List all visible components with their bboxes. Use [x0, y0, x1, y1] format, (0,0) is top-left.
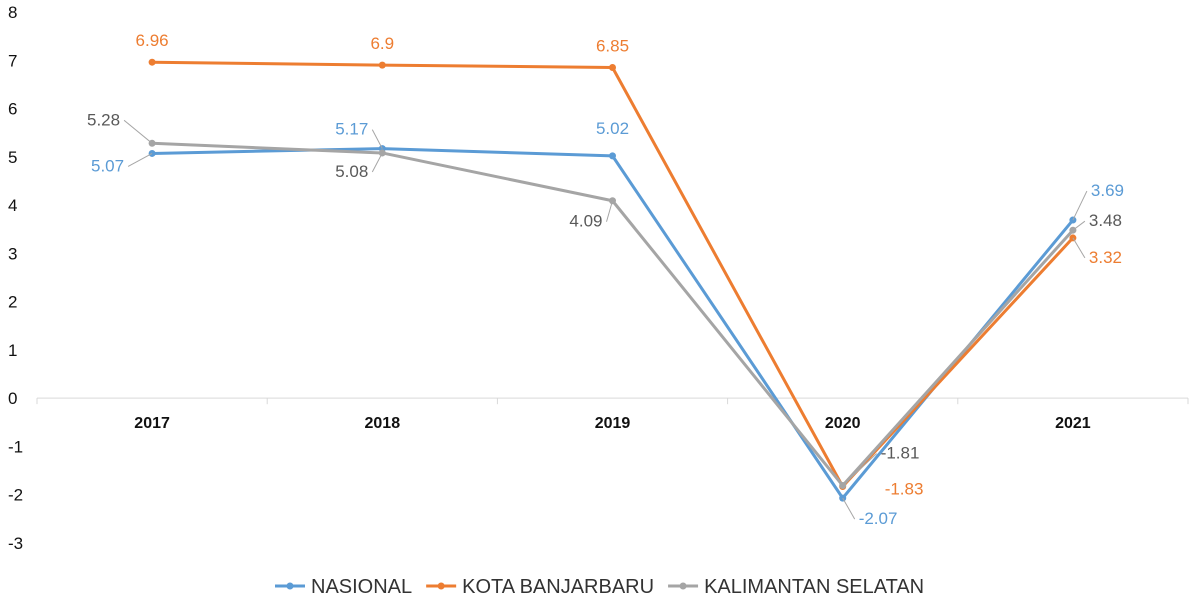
y-tick-label: 5 [8, 148, 17, 167]
axis-layer: 8 7 6 5 4 3 2 1 0 -1 -2 -3 2017 2018 2019 2020 2021 [8, 3, 1189, 553]
data-point [609, 64, 616, 72]
y-tick-label: -3 [8, 534, 23, 553]
y-tick-label: 6 [8, 100, 17, 119]
data-label: 3.32 [1089, 248, 1122, 267]
legend-label: KOTA BANJARBARU [462, 576, 654, 598]
legend-swatch-marker [437, 582, 445, 590]
legend-item: KALIMANTAN SELATAN [668, 576, 924, 598]
x-tick-label: 2018 [365, 415, 401, 432]
legend-swatch-marker [679, 582, 687, 590]
y-tick-label: 8 [8, 3, 17, 22]
leader-line [1072, 237, 1086, 259]
data-label: 6.96 [136, 31, 169, 50]
y-tick-label: 7 [8, 51, 17, 70]
data-label: 5.17 [335, 120, 368, 139]
y-tick-label: 2 [8, 293, 17, 312]
x-tick-label: 2019 [595, 415, 631, 432]
data-label: -1.81 [881, 444, 920, 463]
y-tick-label: -1 [8, 437, 23, 456]
leader-line [1072, 220, 1086, 231]
label-layer: 5.07 5.17 5.02 -2.07 3.69 6.96 6.9 6.85 -1.83 3.3… [87, 31, 1124, 528]
y-tick-label: -2 [8, 486, 23, 505]
leader-line [842, 497, 856, 520]
legend-item: NASIONAL [275, 576, 412, 598]
leader-line [842, 453, 878, 486]
leader-line [1072, 190, 1088, 221]
data-label: 6.9 [370, 34, 394, 53]
data-label: 4.09 [569, 212, 602, 231]
data-label: 5.07 [91, 156, 124, 175]
data-label: 3.69 [1091, 181, 1124, 200]
legend-label: NASIONAL [311, 576, 412, 598]
y-tick-label: 3 [8, 244, 17, 263]
series-line-kalimantan-selatan [152, 141, 1075, 488]
legend: NASIONAL KOTA BANJARBARU KALIMANTAN SELATA… [275, 576, 924, 598]
x-tick-label: 2020 [825, 415, 861, 432]
data-point [378, 61, 386, 69]
data-label: 6.85 [596, 37, 629, 56]
data-label: 3.48 [1089, 211, 1122, 230]
legend-label: KALIMANTAN SELATAN [704, 576, 924, 598]
data-label: 5.08 [335, 162, 368, 181]
data-label: 5.02 [596, 119, 629, 138]
leader-line [606, 200, 613, 222]
data-label: 5.28 [87, 110, 120, 129]
y-tick-label: 4 [8, 196, 17, 215]
y-tick-label: 1 [8, 341, 17, 360]
x-tick-label: 2021 [1055, 415, 1091, 432]
data-label: -2.07 [859, 509, 898, 528]
legend-swatch-marker [286, 582, 294, 590]
legend-item: KOTA BANJARBARU [426, 576, 654, 598]
data-label: -1.83 [885, 480, 924, 499]
data-point [609, 152, 616, 160]
leader-line [123, 119, 153, 144]
y-tick-label: 0 [8, 389, 17, 408]
leader-line [371, 152, 383, 173]
x-tick-label: 2017 [134, 415, 170, 432]
data-point [148, 58, 156, 66]
leader-line [127, 152, 153, 167]
leader-line [371, 129, 383, 149]
